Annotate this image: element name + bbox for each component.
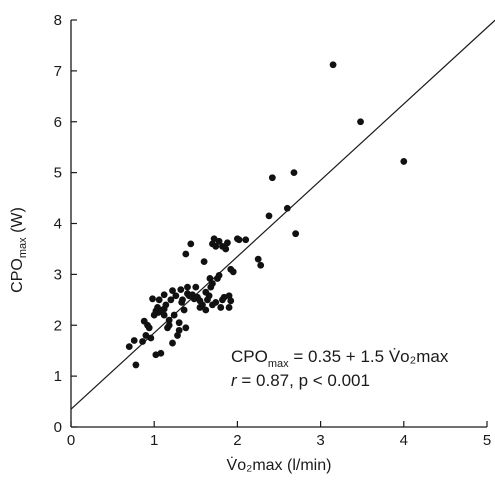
y-tick-label: 1 [54,368,62,385]
data-point [329,61,337,69]
data-point [165,321,173,329]
y-tick-label: 2 [54,317,62,334]
data-point [167,296,175,304]
y-tick-label: 8 [54,12,62,29]
data-point [225,304,233,311]
data-point [222,245,230,253]
data-point [257,261,265,269]
data-point [202,306,210,314]
x-tick-label: 4 [400,432,408,449]
y-tick-label: 5 [54,165,62,182]
data-point [160,305,168,313]
x-tick-label: 3 [316,432,324,449]
data-point [182,324,190,332]
data-point [242,236,250,244]
data-point [199,301,206,309]
data-point [132,361,140,369]
data-point [182,250,190,258]
y-tick-label: 6 [54,114,62,131]
data-point [292,230,300,238]
data-point [165,316,173,324]
data-point [184,283,191,291]
data-point [283,204,291,212]
data-point [209,240,216,248]
data-point [160,311,168,319]
y-axis-title: CPOmax (W) [9,207,29,293]
x-tick-label: 2 [233,432,241,449]
data-point [290,169,298,177]
data-point [130,337,138,344]
data-point [147,334,155,342]
data-point [160,291,168,299]
x-axis-title: V̇o₂max (l/min) [227,456,332,474]
data-point [187,240,195,248]
data-point [200,258,208,266]
data-point [225,292,233,300]
data-points [125,61,408,369]
data-point [254,255,262,263]
data-point [125,343,133,351]
regression-stats: r = 0.87, p < 0.001 [231,371,370,390]
data-point [169,339,176,347]
y-tick-label: 0 [54,419,62,436]
y-tick-label: 3 [54,266,62,283]
regression-equation: CPOmax = 0.35 + 1.5 V̇o₂max [231,347,449,370]
data-point [157,349,165,357]
data-point [268,174,276,182]
data-point [175,319,183,327]
x-tick-label: 1 [150,432,158,449]
data-point [177,286,185,294]
tick-labels: 0 1 2 3 4 5 0 1 2 3 4 5 6 7 8 [54,12,492,449]
data-point [149,295,156,303]
data-point [357,118,364,126]
data-point [192,283,200,291]
data-point [224,239,231,247]
data-point [209,280,216,287]
x-tick-label: 5 [483,432,491,449]
data-point [206,275,214,282]
data-point [400,158,408,165]
data-point [155,296,163,304]
data-point [190,295,198,303]
data-point [170,311,178,319]
axes [70,19,488,428]
data-point [139,338,146,345]
data-point [180,306,188,314]
data-point [217,304,225,311]
data-point [265,212,273,220]
data-point [229,268,237,276]
data-point [215,237,223,245]
x-tick-label: 0 [67,432,75,449]
y-tick-label: 4 [54,216,62,233]
data-point [175,326,183,334]
data-point [235,236,243,244]
data-point [172,292,180,300]
data-point [178,298,186,306]
y-tick-label: 7 [54,63,62,80]
data-point [212,298,220,306]
data-point [169,287,176,295]
data-point [202,288,210,296]
data-point [215,271,223,279]
data-point [152,307,160,315]
data-point [145,324,153,332]
